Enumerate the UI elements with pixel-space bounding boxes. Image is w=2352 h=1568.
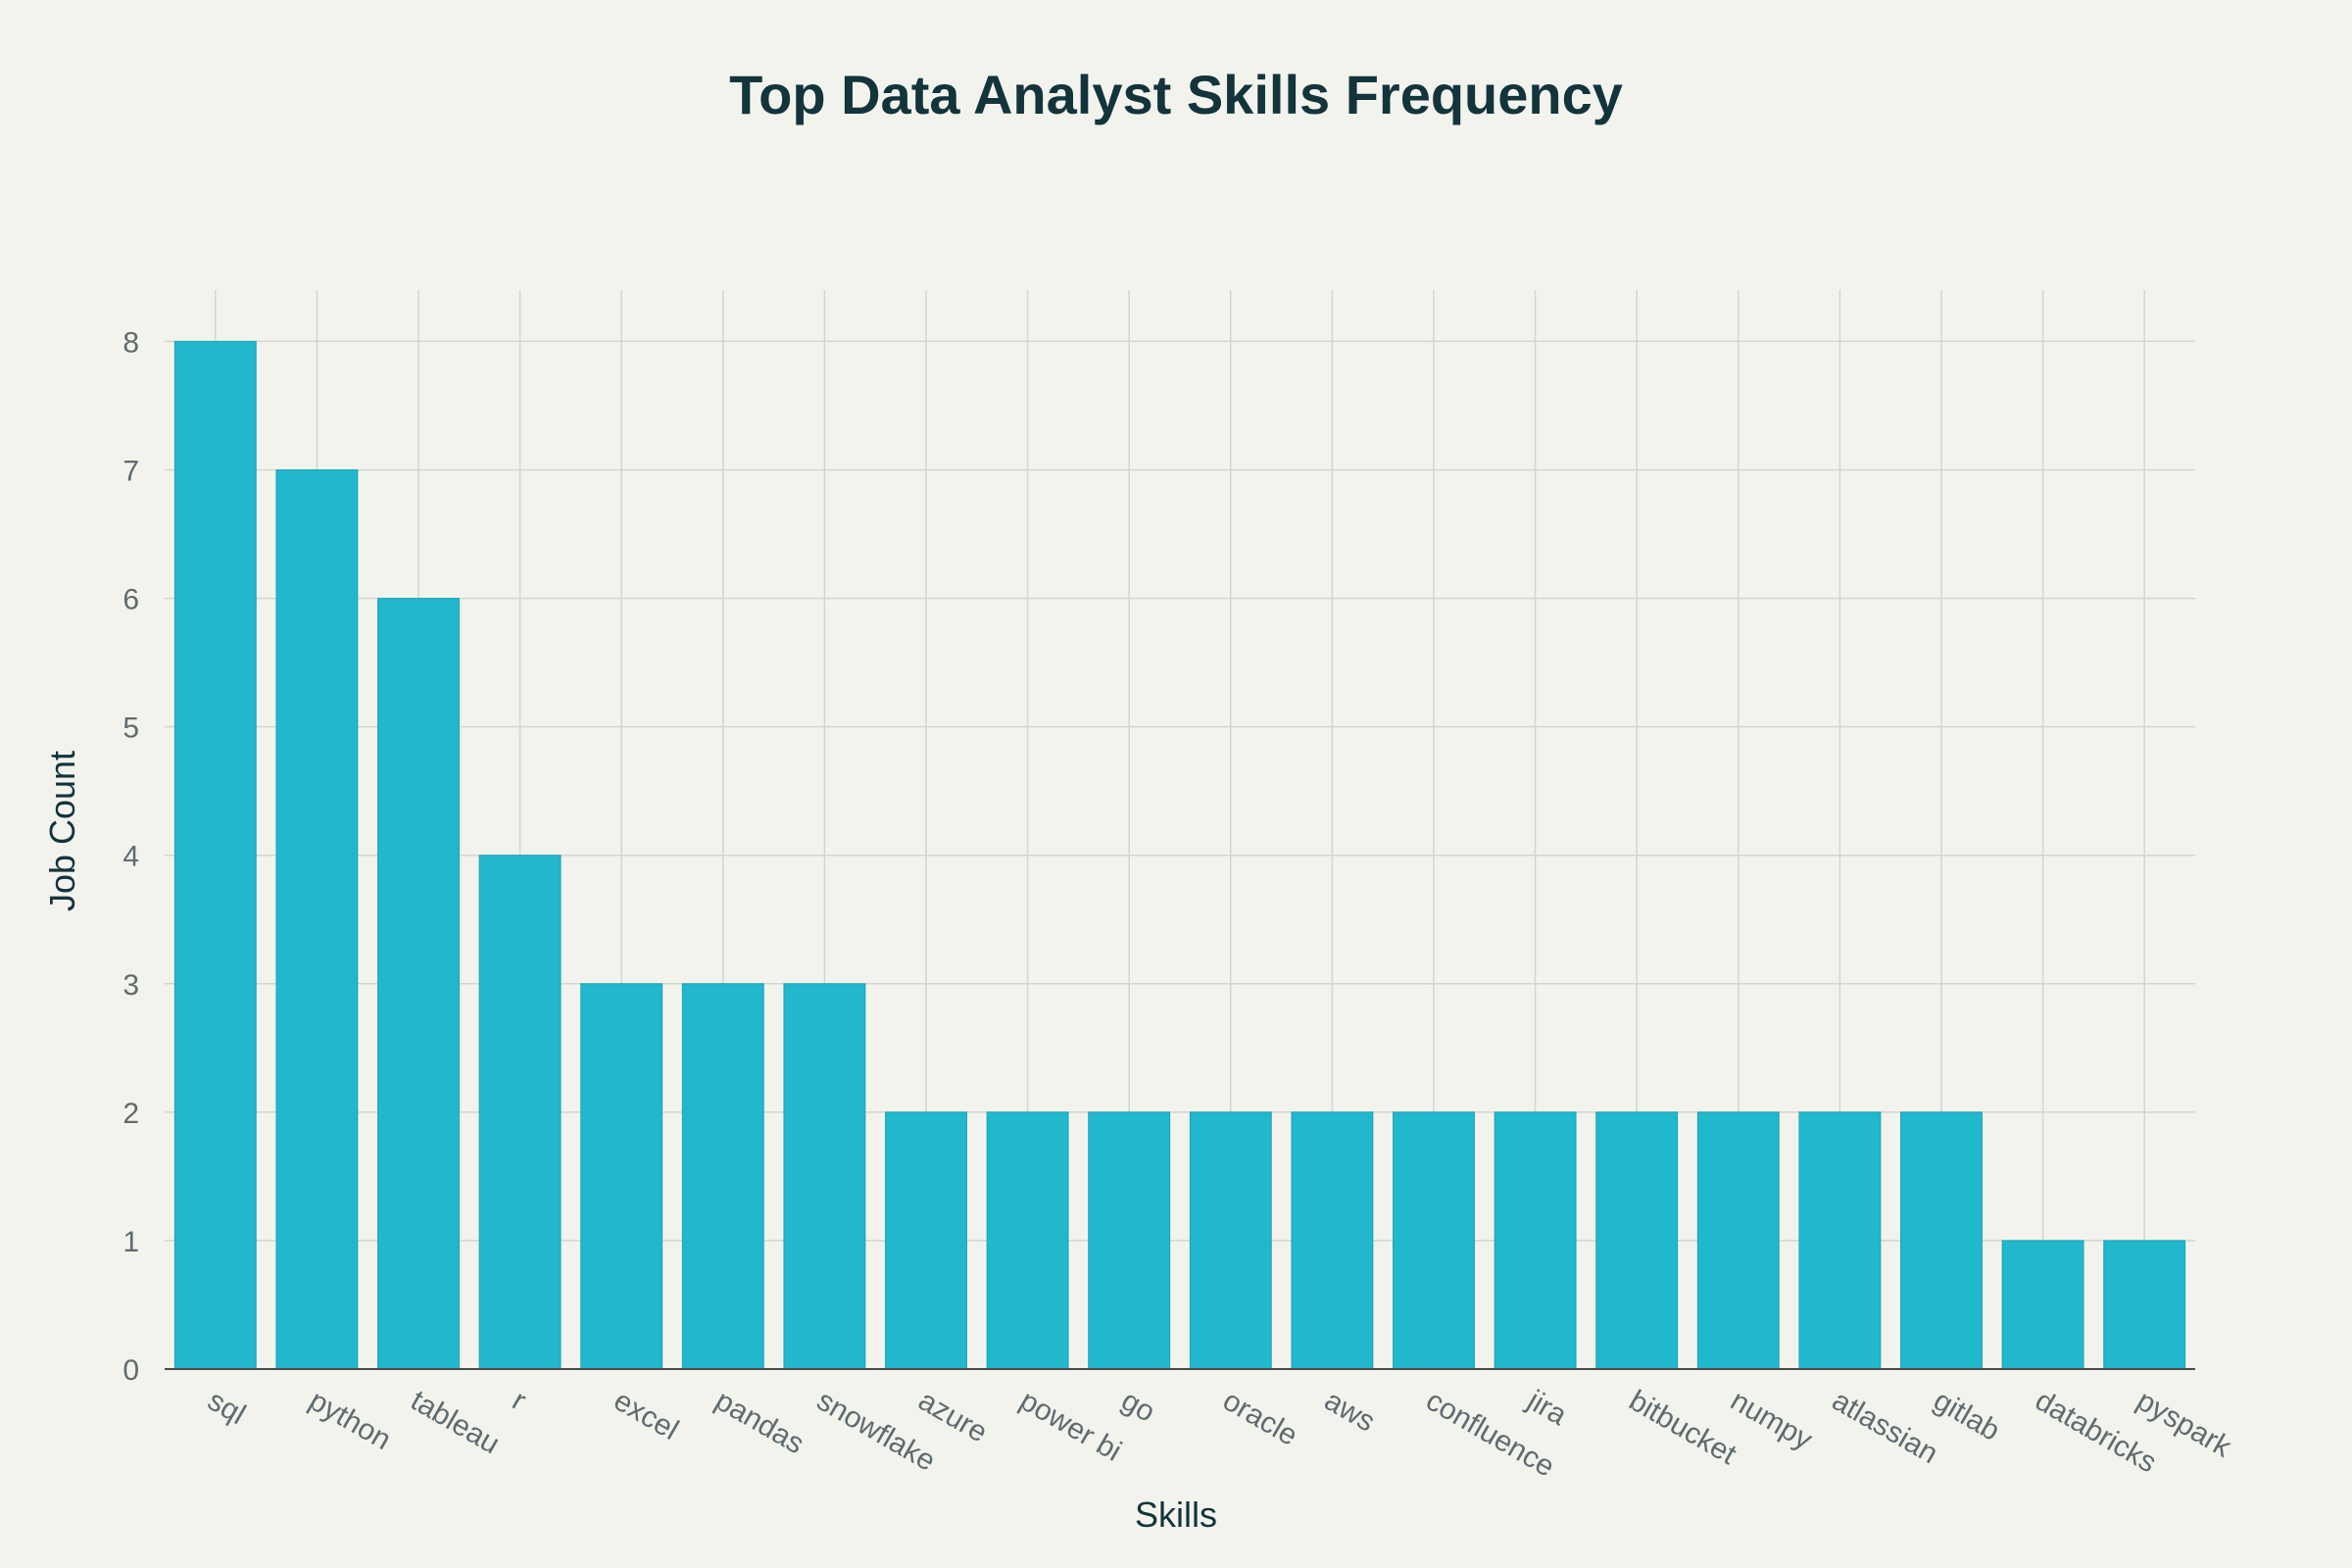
bar-numpy (1696, 1111, 1780, 1370)
x-tick-label: jira (1521, 1384, 1572, 1432)
y-axis-title: Job Count (42, 751, 82, 911)
y-tick-label: 5 (122, 712, 139, 745)
bar-jira (1494, 1111, 1577, 1370)
y-tick-label: 2 (122, 1098, 139, 1130)
x-tick-label: aws (1319, 1384, 1381, 1438)
y-tick-labels: 0 1 2 3 4 5 6 7 8 (122, 326, 139, 1387)
bar-databricks (2001, 1240, 2084, 1370)
y-tick-label: 1 (122, 1226, 139, 1258)
x-tick-label: python (304, 1384, 397, 1456)
y-tick-label: 7 (122, 456, 139, 488)
bar-power-bi (986, 1111, 1069, 1370)
bar-r (478, 855, 562, 1370)
y-tick-label: 4 (122, 841, 139, 873)
chart-title: Top Data Analyst Skills Frequency (729, 64, 1623, 125)
bar-excel (580, 983, 663, 1370)
x-tick-label: tableau (406, 1384, 506, 1460)
bar-pyspark (2103, 1240, 2186, 1370)
bar-tableau (377, 598, 460, 1370)
x-tick-label: pandas (710, 1384, 809, 1460)
x-axis-title: Skills (1135, 1494, 1217, 1535)
y-tick-label: 3 (122, 969, 139, 1002)
bar-go (1088, 1111, 1171, 1370)
x-tick-label: azure (913, 1384, 993, 1448)
bar-oracle (1189, 1111, 1272, 1370)
x-tick-label: go (1116, 1384, 1160, 1428)
y-tick-label: 8 (122, 326, 139, 359)
bar-pandas (681, 983, 764, 1370)
bar-python (275, 469, 359, 1370)
bar-bitbucket (1595, 1111, 1679, 1370)
x-tick-label: bitbucket (1624, 1384, 1742, 1471)
x-tick-labels: sql python tableau r excel pandas snowflakeazu… (202, 1384, 2237, 1484)
x-tick-label: gitlab (1929, 1384, 2006, 1446)
y-tick-label: 6 (122, 584, 139, 616)
bars (173, 340, 2186, 1370)
x-tick-label: sql (202, 1384, 251, 1431)
gridlines (165, 290, 2195, 1369)
bar-atlassian (1798, 1111, 1882, 1370)
x-tick-label: power bi (1014, 1384, 1127, 1467)
y-tick-label: 0 (122, 1354, 139, 1387)
bar-azure (885, 1111, 967, 1370)
bar-snowflake (783, 983, 866, 1370)
bar-gitlab (1900, 1111, 1983, 1370)
x-tick-label: r (507, 1384, 531, 1417)
bar-confluence (1393, 1111, 1475, 1370)
x-tick-label: oracle (1217, 1384, 1302, 1451)
bar-sql (173, 340, 257, 1370)
x-tick-label: atlassian (1827, 1384, 1943, 1470)
x-tick-label: excel (609, 1384, 684, 1446)
bar-aws (1291, 1111, 1374, 1370)
